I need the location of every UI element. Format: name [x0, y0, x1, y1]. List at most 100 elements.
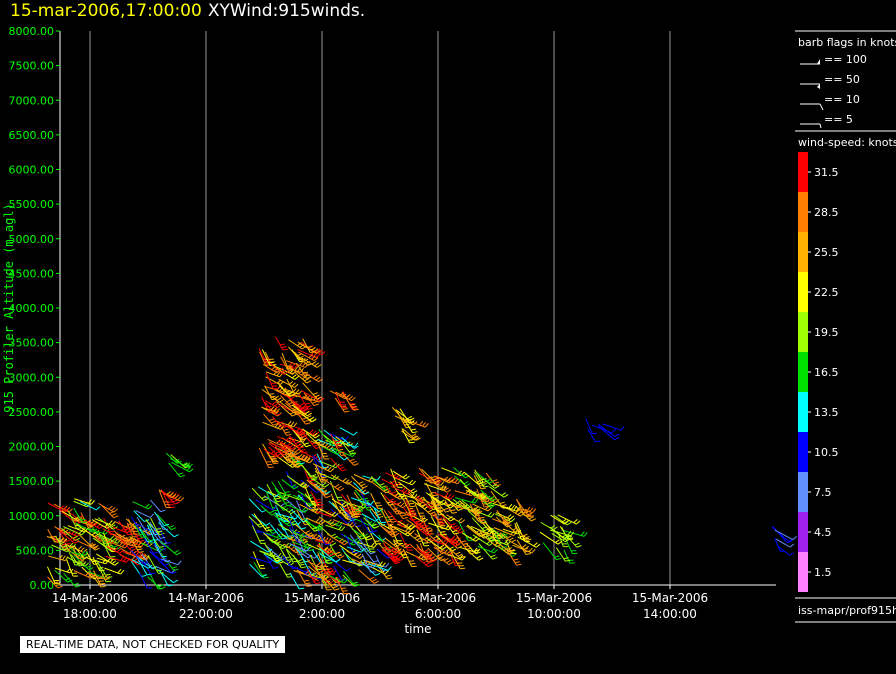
barb-shaft: [263, 413, 274, 426]
barb-flag: [119, 549, 124, 554]
barb-flag: [484, 496, 489, 501]
barb-shaft: [312, 494, 320, 509]
barb-flag: [281, 425, 287, 429]
barb-flag: [121, 526, 126, 532]
barb-flag: [319, 525, 324, 530]
barb-flag: [458, 517, 463, 522]
barb-shaft: [304, 470, 311, 484]
y-tick-label: 4500.00: [9, 267, 55, 280]
wind-barb: [313, 484, 331, 499]
barb-flag: [421, 523, 427, 527]
barb-flag: [280, 369, 286, 373]
wind-barb: [406, 511, 424, 529]
barb-shaft: [311, 549, 322, 564]
barb-shaft: [433, 496, 451, 509]
wind-barb: [361, 561, 381, 576]
barb-shaft: [265, 545, 283, 560]
barb-flag: [66, 567, 71, 573]
barb-shaft: [97, 517, 114, 530]
barb-shaft: [60, 527, 76, 541]
barb-shaft: [373, 508, 382, 523]
barb-flag: [407, 489, 412, 495]
barb-flag: [156, 585, 162, 587]
barb-shaft: [106, 540, 126, 549]
barb-shaft: [279, 401, 298, 416]
barb-flag: [453, 532, 460, 535]
barb-flag: [338, 449, 344, 451]
wind-barb: [73, 570, 95, 579]
barb-flag: [360, 483, 366, 487]
wind-barb: [416, 502, 437, 517]
barb-flag: [135, 551, 140, 556]
barb-flag: [503, 494, 509, 498]
barb-shaft: [539, 531, 559, 545]
barb-flag: [409, 421, 415, 424]
barb-flag: [490, 513, 495, 518]
barb-shaft: [314, 471, 336, 481]
barb-shaft: [60, 530, 75, 544]
barb-flag: [341, 393, 347, 398]
barb-flag: [413, 435, 419, 439]
barb-flag: [789, 552, 794, 556]
barb-flag: [264, 526, 270, 530]
barb-flag: [120, 569, 125, 575]
barb-flag: [275, 408, 280, 413]
barb-flag: [457, 545, 463, 549]
barb-shaft: [141, 542, 161, 553]
barb-flag: [490, 504, 496, 509]
barb-flag: [438, 555, 444, 560]
barb-shaft: [346, 504, 354, 518]
barb-shaft: [102, 541, 113, 560]
wind-barb: [312, 494, 324, 509]
barb-flag: [179, 497, 185, 502]
speed-legend-label: 31.5: [814, 166, 839, 179]
barb-flag: [94, 547, 100, 551]
barb-flag: [448, 525, 453, 531]
wind-barb: [54, 569, 73, 583]
barb-flag: [337, 464, 343, 467]
speed-legend-swatch: [798, 272, 808, 312]
barb-flag: [457, 527, 463, 532]
wind-barb: [478, 543, 498, 560]
barb-flag: [511, 539, 516, 543]
barb-flag: [291, 382, 296, 387]
wind-barb: [539, 531, 563, 545]
wind-barb: [335, 576, 349, 595]
barb-flag: [408, 524, 414, 529]
barb-flag: [330, 533, 336, 537]
wind-barb: [500, 506, 520, 512]
barb-shaft: [415, 547, 429, 557]
barb-flag: [412, 490, 418, 494]
barb-flag: [312, 401, 318, 404]
barb-shaft: [409, 543, 426, 559]
barb-flag: [401, 514, 407, 517]
x-tick-time: 14:00:00: [643, 607, 697, 621]
wind-barb: [466, 525, 485, 537]
barb-flag: [427, 532, 432, 536]
barb-flag: [404, 544, 410, 549]
barb-flag: [158, 572, 164, 574]
barb-flag: [273, 460, 279, 463]
wind-barb: [431, 481, 452, 493]
wind-barb: [437, 555, 454, 566]
barb-flag: [176, 460, 182, 464]
barb-flag: [318, 378, 323, 383]
barb-shaft: [286, 475, 304, 488]
barb-shaft: [518, 508, 533, 514]
barb-shaft: [587, 428, 596, 443]
barb-flag: [271, 458, 277, 461]
wind-barb: [442, 518, 460, 535]
wind-barb: [461, 532, 480, 542]
barb-shaft: [73, 519, 94, 527]
barb-flag: [334, 588, 340, 591]
wind-barb: [60, 527, 81, 541]
barb-flag: [133, 539, 139, 544]
barb-shaft: [293, 351, 309, 366]
barb-flag: [309, 416, 315, 421]
speed-legend-label: 25.5: [814, 246, 839, 259]
barb-flag: [475, 529, 480, 534]
barb-flag: [446, 550, 451, 555]
barb-shaft: [75, 522, 94, 533]
barb-flag: [509, 548, 515, 553]
barb-flag: [337, 446, 343, 448]
